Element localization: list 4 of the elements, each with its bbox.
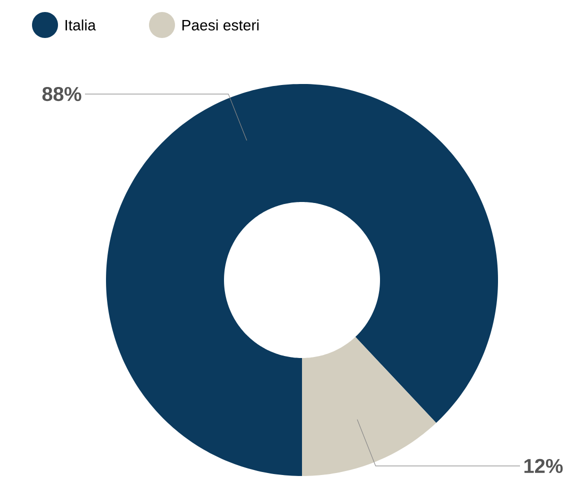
legend-label: Italia [66, 19, 96, 30]
legend-label: Paesi esteri [182, 19, 259, 30]
data-label: 88% [42, 86, 82, 102]
data-label: 12% [524, 458, 563, 474]
